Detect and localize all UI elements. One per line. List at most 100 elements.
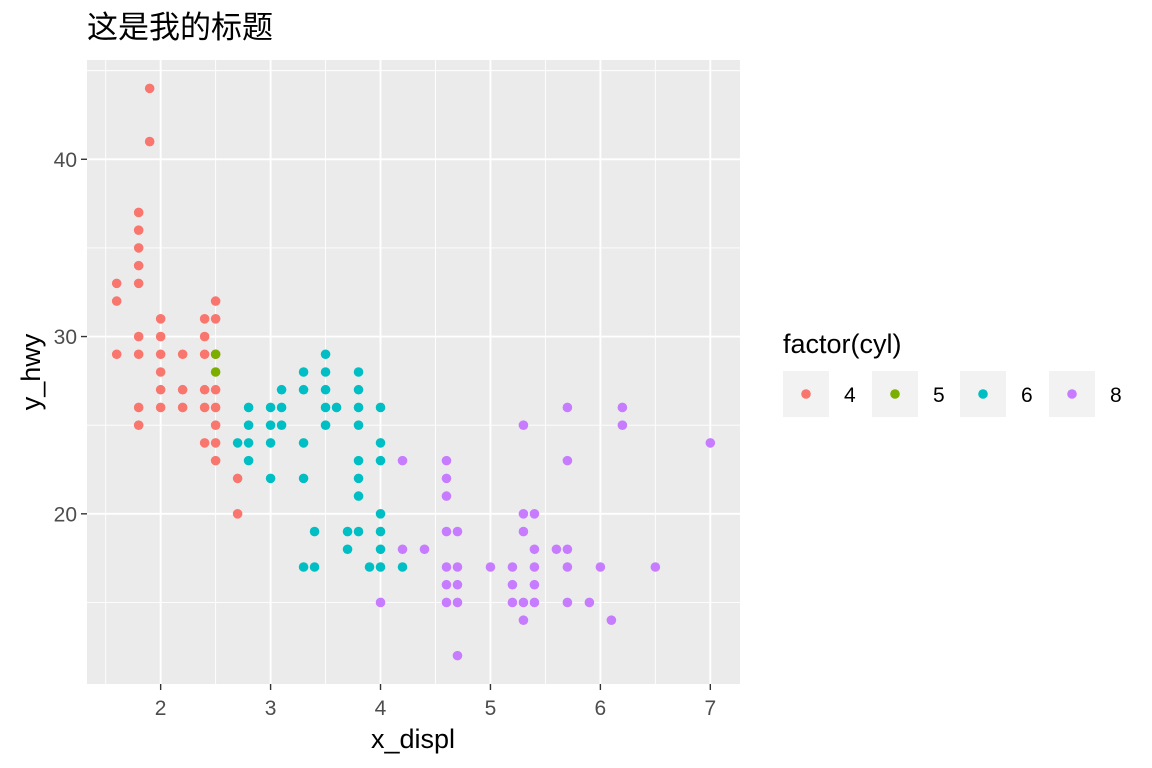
data-point-cyl-4	[232, 473, 243, 484]
data-point-cyl-4	[210, 314, 221, 324]
legend-swatch-6	[978, 389, 988, 399]
data-point-cyl-6	[375, 509, 386, 519]
data-point-cyl-8	[441, 597, 452, 608]
data-point-cyl-6	[353, 420, 364, 430]
data-point-cyl-6	[331, 402, 342, 413]
data-point-cyl-6	[397, 562, 408, 572]
data-point-cyl-6	[375, 402, 386, 413]
data-point-cyl-6	[265, 473, 276, 484]
data-point-cyl-4	[155, 367, 166, 377]
data-point-cyl-8	[507, 579, 518, 590]
data-point-cyl-8	[562, 562, 573, 572]
data-point-cyl-8	[606, 615, 617, 625]
data-points	[111, 83, 716, 661]
data-point-cyl-6	[309, 526, 320, 537]
data-point-cyl-5	[210, 367, 221, 377]
y-tick-label: 40	[54, 149, 77, 172]
data-point-cyl-8	[441, 579, 452, 590]
data-point-cyl-4	[232, 509, 243, 519]
data-point-cyl-4	[199, 314, 210, 324]
chart-title: 这是我的标题	[87, 10, 273, 46]
x-tick-label: 4	[375, 697, 387, 720]
data-point-cyl-4	[133, 260, 144, 271]
data-point-cyl-4	[177, 402, 188, 413]
data-point-cyl-4	[133, 225, 144, 235]
data-point-cyl-4	[133, 402, 144, 413]
data-point-cyl-6	[375, 544, 386, 555]
data-point-cyl-6	[375, 438, 386, 448]
data-point-cyl-4	[133, 349, 144, 360]
data-point-cyl-6	[342, 544, 353, 555]
grid-lines	[87, 60, 740, 684]
data-point-cyl-8	[562, 402, 573, 413]
data-point-cyl-8	[518, 526, 529, 537]
data-point-cyl-4	[210, 438, 221, 448]
data-point-cyl-8	[529, 509, 540, 519]
data-point-cyl-8	[595, 562, 606, 572]
data-point-cyl-8	[452, 650, 463, 661]
data-point-cyl-8	[562, 455, 573, 466]
data-point-cyl-4	[133, 207, 144, 218]
data-point-cyl-4	[111, 278, 122, 289]
legend-swatch-5	[890, 389, 900, 399]
y-tick-label: 30	[54, 326, 77, 349]
y-axis-title: y_hwy	[16, 333, 46, 410]
data-point-cyl-8	[518, 420, 529, 430]
data-point-cyl-4	[155, 384, 166, 395]
data-point-cyl-4	[155, 402, 166, 413]
data-point-cyl-4	[111, 296, 122, 306]
data-point-cyl-4	[111, 349, 122, 360]
data-point-cyl-6	[320, 367, 331, 377]
data-point-cyl-8	[452, 597, 463, 608]
data-point-cyl-6	[265, 402, 276, 413]
data-point-cyl-4	[144, 83, 155, 94]
data-point-cyl-8	[452, 579, 463, 590]
data-point-cyl-8	[507, 597, 518, 608]
data-point-cyl-8	[584, 597, 595, 608]
data-point-cyl-6	[320, 349, 331, 360]
axes: 2 3 4 5 6 7 20 30 40	[54, 149, 717, 720]
data-point-cyl-8	[529, 562, 540, 572]
legend-label-4: 4	[844, 384, 856, 407]
data-point-cyl-6	[243, 402, 254, 413]
plot-panel	[87, 60, 740, 684]
data-point-cyl-6	[243, 455, 254, 466]
data-point-cyl-6	[276, 384, 287, 395]
x-tick-label: 7	[704, 697, 716, 720]
data-point-cyl-4	[155, 331, 166, 342]
data-point-cyl-8	[375, 597, 386, 608]
data-point-cyl-6	[276, 420, 287, 430]
data-point-cyl-8	[551, 544, 562, 555]
data-point-cyl-4	[177, 349, 188, 360]
data-point-cyl-6	[276, 402, 287, 413]
y-tick-label: 20	[54, 503, 77, 526]
legend: 4 5 6 8	[783, 371, 1122, 417]
legend-swatch-8	[1067, 389, 1077, 399]
data-point-cyl-8	[419, 544, 430, 555]
data-point-cyl-6	[243, 420, 254, 430]
data-point-cyl-4	[199, 402, 210, 413]
data-point-cyl-8	[529, 597, 540, 608]
data-point-cyl-4	[199, 438, 210, 448]
data-point-cyl-8	[441, 491, 452, 501]
data-point-cyl-8	[705, 438, 716, 448]
data-point-cyl-4	[199, 384, 210, 395]
data-point-cyl-6	[265, 438, 276, 448]
legend-swatch-4	[801, 389, 811, 399]
data-point-cyl-6	[298, 367, 309, 377]
data-point-cyl-6	[298, 384, 309, 395]
data-point-cyl-6	[353, 473, 364, 484]
data-point-cyl-6	[232, 438, 243, 448]
data-point-cyl-8	[529, 579, 540, 590]
data-point-cyl-8	[562, 544, 573, 555]
data-point-cyl-5	[210, 349, 221, 360]
data-point-cyl-4	[210, 455, 221, 466]
data-point-cyl-4	[210, 402, 221, 413]
data-point-cyl-4	[133, 331, 144, 342]
data-point-cyl-4	[210, 296, 221, 306]
data-point-cyl-4	[210, 384, 221, 395]
data-point-cyl-4	[144, 136, 155, 147]
data-point-cyl-6	[265, 420, 276, 430]
data-point-cyl-4	[210, 420, 221, 430]
data-point-cyl-6	[364, 562, 375, 572]
